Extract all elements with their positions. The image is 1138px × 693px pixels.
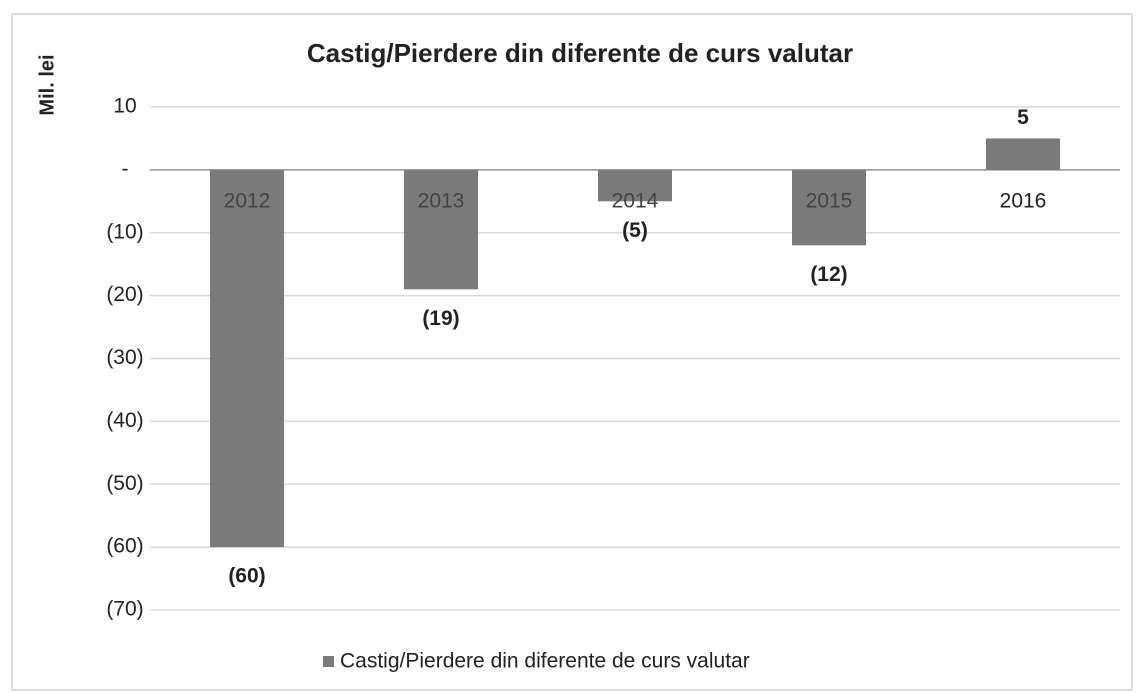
data-label: (60) [228, 565, 265, 588]
bar [210, 169, 284, 548]
y-tick-label: 10 [113, 95, 136, 118]
data-label: (12) [810, 263, 847, 286]
y-tick-label: (70) [106, 598, 143, 621]
y-tick-label: (20) [106, 283, 143, 306]
data-label: (19) [422, 307, 459, 330]
bar [598, 169, 672, 202]
y-tick-label: (30) [106, 346, 143, 369]
y-tick-label: (60) [106, 535, 143, 558]
y-axis-label: Mil. lei [36, 54, 58, 115]
legend-swatch [323, 656, 334, 667]
data-label: 5 [1017, 106, 1029, 129]
y-tick-label: - [122, 157, 129, 180]
bar [792, 169, 866, 246]
y-tick-label: (50) [106, 472, 143, 495]
category-label: 2016 [1000, 189, 1047, 212]
legend-label: Castig/Pierdere din diferente de curs va… [340, 650, 750, 673]
category-label: 2012 [224, 189, 271, 212]
y-tick-label: (40) [106, 409, 143, 432]
chart-title: Castig/Pierdere din diferente de curs va… [307, 38, 853, 68]
category-label: 2013 [418, 189, 465, 212]
data-label: (5) [622, 219, 648, 242]
bar [404, 169, 478, 290]
category-label: 2014 [612, 189, 659, 212]
bar [986, 138, 1060, 170]
chart-frame [11, 13, 1133, 691]
category-label: 2015 [806, 189, 853, 212]
y-tick-label: (10) [106, 220, 143, 243]
